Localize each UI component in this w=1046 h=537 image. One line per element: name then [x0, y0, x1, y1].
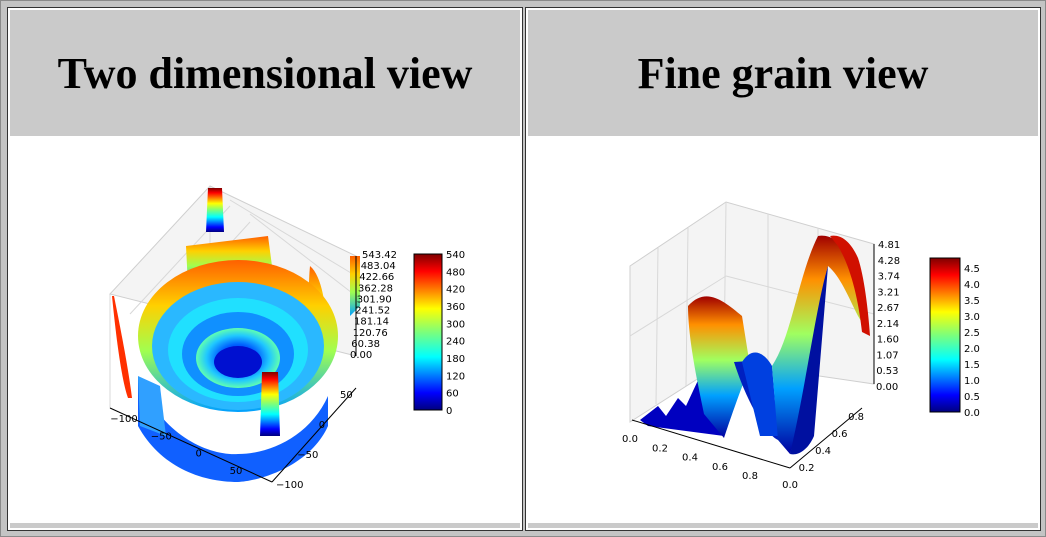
x-tick-label: 0.4	[682, 453, 698, 464]
colorbar-tick-label: 120	[446, 371, 465, 382]
y-tick-label: 0.6	[832, 429, 848, 440]
y-tick-label: −50	[297, 450, 318, 461]
colorbar-tick-label: 1.0	[964, 376, 980, 387]
y-tick-label: 0.4	[815, 446, 831, 457]
surface	[640, 235, 870, 455]
z-tick-label: 4.81	[878, 240, 900, 251]
panel-title: Two dimensional view	[57, 48, 473, 98]
z-tick-label: 2.67	[877, 303, 899, 314]
colorbar-tick-label: 4.5	[964, 264, 980, 275]
z-tick-label: 3.74	[878, 272, 900, 283]
z-tick-label: 301.90	[357, 294, 392, 305]
colorbar-tick-label: 0	[446, 406, 452, 417]
z-tick-label: 0.53	[876, 366, 898, 377]
axis-lines	[631, 244, 875, 469]
colorbar-tick-label: 2.0	[964, 344, 980, 355]
x-tick-label: −100	[110, 414, 137, 425]
colorbar-tick-label: 300	[446, 319, 465, 330]
z-tick-label: 422.66	[359, 272, 394, 283]
y-tick-labels: −100 −50 0 50	[276, 390, 353, 491]
panel-footer	[528, 523, 1038, 528]
colorbar-tick-label: 3.0	[964, 312, 980, 323]
z-tick-label: 543.42	[362, 250, 397, 261]
z-tick-label: 4.28	[878, 256, 900, 267]
z-tick-label: 0.00	[350, 350, 372, 361]
colorbar-tick-label: 3.5	[964, 296, 980, 307]
colorbar-tick-label: 420	[446, 285, 465, 296]
y-tick-label: 0	[319, 420, 325, 431]
z-tick-label: 1.60	[877, 335, 899, 346]
x-tick-labels: 0.0 0.2 0.4 0.6 0.8	[622, 434, 758, 482]
x-tick-label: 0.6	[712, 462, 728, 473]
colorbar: 0.0 0.5 1.0 1.5 2.0 2.5 3.0 3.5 4.0 4.5	[929, 257, 980, 419]
panel-footer	[10, 523, 520, 528]
z-tick-label: 120.76	[353, 328, 388, 339]
z-tick-label: 483.04	[361, 261, 396, 272]
z-tick-label: 181.14	[354, 317, 389, 328]
colorbar-tick-labels: 0 60 120 180 240 300 360 420 480 540	[446, 250, 465, 417]
panel-title: Fine grain view	[637, 48, 929, 98]
colorbar-tick-labels: 0.0 0.5 1.0 1.5 2.0 2.5 3.0 3.5 4.0 4.5	[964, 264, 980, 419]
z-tick-label: 60.38	[351, 339, 380, 350]
colorbar-tick-label: 4.0	[964, 280, 980, 291]
surface	[112, 188, 360, 482]
x-tick-label: −50	[151, 431, 172, 442]
z-tick-labels: 0.00 0.53 1.07 1.60 2.14 2.67 3.21 3.74 4.28 4.81	[876, 240, 900, 393]
z-tick-label: 3.21	[877, 287, 899, 298]
y-tick-label: 50	[340, 390, 353, 401]
colorbar: 0 60 120 180 240 300 360 420 480 540	[413, 250, 465, 417]
panel-fine-grain-view: Fine grain view	[525, 7, 1041, 531]
z-tick-label: 2.14	[877, 319, 899, 330]
x-tick-label: 0.0	[622, 434, 638, 445]
panel-two-dimensional-view: Two dimensional view	[7, 7, 523, 531]
colorbar-tick-label: 2.5	[964, 328, 980, 339]
y-tick-label: 0.8	[848, 412, 864, 423]
x-tick-labels: −100 −50 0 50	[110, 414, 242, 477]
z-tick-label: 0.00	[876, 382, 898, 393]
colorbar-tick-label: 1.5	[964, 360, 980, 371]
colorbar-tick-label: 0.5	[964, 392, 980, 403]
z-tick-label: 1.07	[876, 350, 898, 361]
y-tick-labels: 0.00.20.40.60.8	[782, 412, 864, 491]
x-tick-label: 50	[230, 466, 243, 477]
colorbar-tick-label: 480	[446, 267, 465, 278]
y-tick-label: 0.0	[782, 480, 798, 491]
z-tick-label: 241.52	[355, 306, 390, 317]
colorbar-tick-label: 180	[446, 354, 465, 365]
colorbar-tick-label: 540	[446, 250, 465, 261]
colorbar-tick-label: 360	[446, 302, 465, 313]
z-tick-label: 362.28	[358, 283, 393, 294]
y-tick-label: −100	[276, 480, 303, 491]
axis-lines	[109, 256, 357, 483]
colorbar-tick-label: 0.0	[964, 408, 980, 419]
y-tick-label: 0.2	[799, 463, 815, 474]
colorbar-tick-label: 60	[446, 389, 459, 400]
panel-header: Fine grain view	[528, 10, 1038, 136]
chart-two-dimensional-surface: −100 −50 0 50 −100 −50 0 50 0.0060.38120.76181…	[109, 185, 465, 491]
panel-header: Two dimensional view	[10, 10, 520, 136]
x-tick-label: 0	[196, 449, 202, 460]
colorbar-tick-label: 240	[446, 337, 465, 348]
z-tick-labels: 0.0060.38120.76181.14241.52301.90362.284…	[350, 250, 397, 361]
chart-fine-grain-surface: 0.00.20.40.60.8 0.00.20.40.60.8 0.000.53…	[622, 201, 980, 491]
x-tick-label: 0.2	[652, 443, 668, 454]
x-tick-label: 0.8	[742, 471, 758, 482]
